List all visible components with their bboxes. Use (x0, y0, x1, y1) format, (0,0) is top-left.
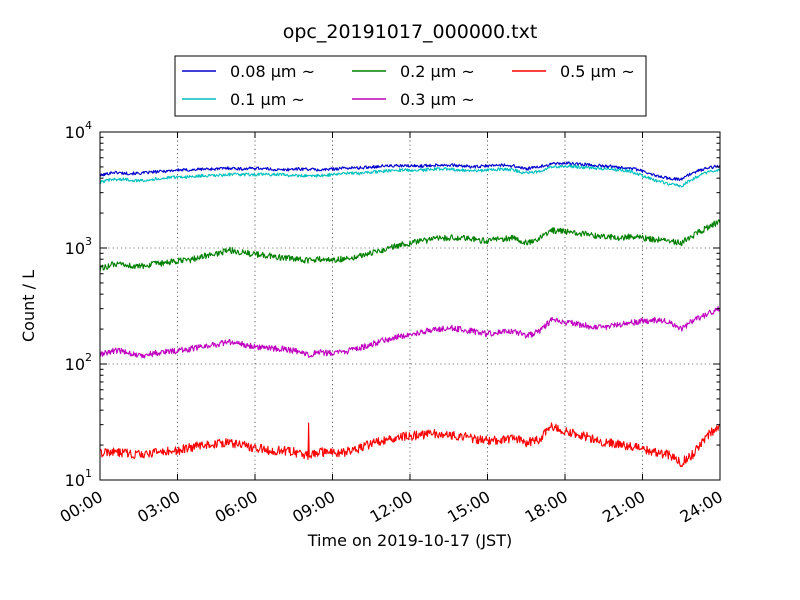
axis-ticks (99, 131, 721, 481)
legend-item: 0.2 μm ~ (352, 62, 475, 81)
x-tick-label: 00:00 (57, 487, 106, 527)
x-tick-label: 24:00 (677, 487, 726, 527)
legend-label: 0.5 μm ~ (560, 62, 635, 81)
y-axis-tick-labels: 101 102 103 104 (65, 119, 92, 490)
legend-item: 0.08 μm ~ (182, 62, 315, 81)
legend-box (174, 55, 647, 117)
series-line (99, 306, 721, 359)
x-tick-label: 15:00 (444, 487, 493, 527)
y-tick-label: 102 (65, 351, 92, 374)
y-tick-label: 101 (65, 467, 92, 490)
x-tick-label: 06:00 (212, 487, 261, 527)
y-tick-label: 104 (65, 119, 92, 142)
x-axis-label: Time on 2019-10-17 (JST) (307, 531, 512, 550)
x-tick-label: 12:00 (367, 487, 416, 527)
grid (100, 132, 720, 480)
y-axis-label: Count / L (19, 270, 38, 342)
x-tick-label: 03:00 (134, 487, 183, 527)
legend-label: 0.1 μm ~ (230, 90, 305, 109)
legend-item: 0.1 μm ~ (182, 90, 305, 109)
legend-label: 0.3 μm ~ (400, 90, 475, 109)
x-tick-label: 21:00 (599, 487, 648, 527)
chart-title: opc_20191017_000000.txt (283, 21, 538, 43)
legend-item: 0.3 μm ~ (352, 90, 475, 109)
legend: 0.08 μm ~ 0.1 μm ~ 0.2 μm ~ 0.3 μm ~ 0.5 μm … (174, 55, 647, 117)
series-lines (99, 161, 721, 468)
x-axis-tick-labels: 00:00 03:00 06:00 09:00 12:00 15:00 18:00 21:00… (57, 487, 726, 527)
legend-item: 0.5 μm ~ (512, 62, 635, 81)
series-line (99, 161, 721, 182)
series-line (99, 422, 721, 468)
plot-frame (99, 131, 721, 481)
legend-label: 0.08 μm ~ (230, 62, 315, 81)
series-line (99, 219, 721, 272)
x-tick-label: 18:00 (522, 487, 571, 527)
legend-label: 0.2 μm ~ (400, 62, 475, 81)
x-tick-label: 09:00 (289, 487, 338, 527)
y-tick-label: 103 (65, 235, 92, 258)
series-line (99, 164, 721, 188)
